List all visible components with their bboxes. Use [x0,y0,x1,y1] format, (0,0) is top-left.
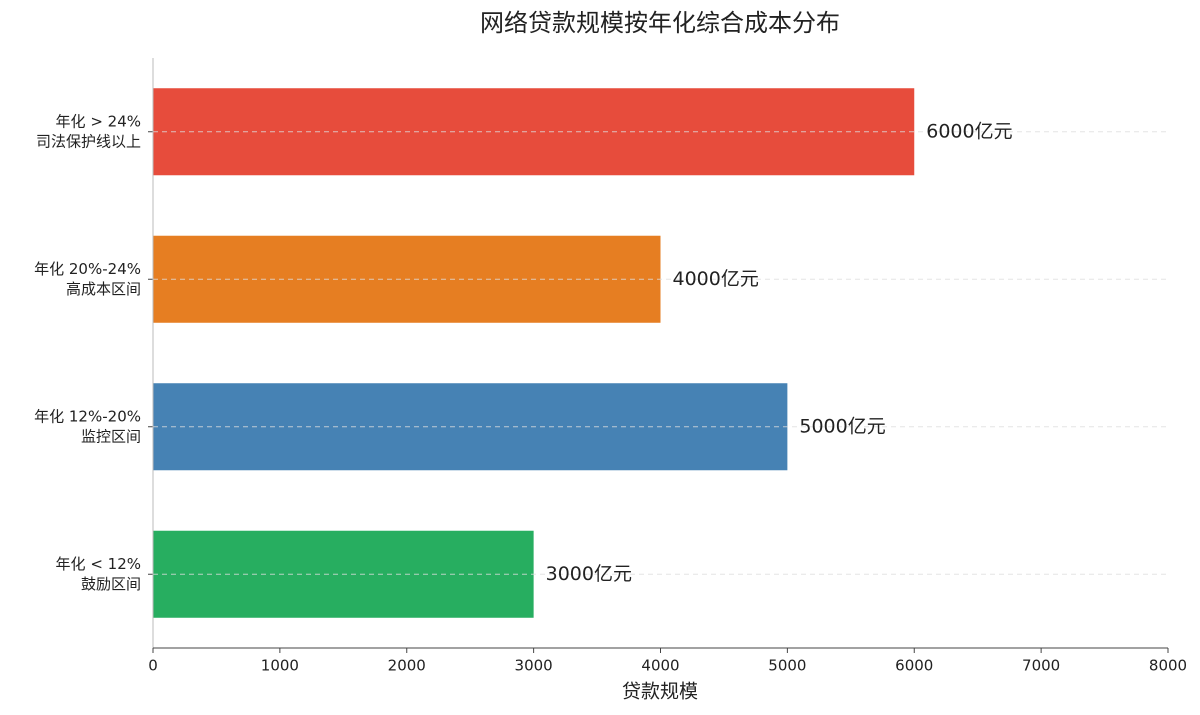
x-tick-label: 3000 [515,657,553,675]
y-tick-label: 年化 20%-24% [34,260,141,278]
value-label: 4000亿元 [673,268,759,290]
x-tick-label: 6000 [895,657,933,675]
y-tick-label: 年化 12%-20% [34,407,141,425]
x-tick-label: 8000 [1149,657,1187,675]
y-tick-label: 年化 < 12% [56,555,141,573]
value-label: 3000亿元 [546,563,632,585]
y-tick-label: 鼓励区间 [81,575,141,593]
x-tick-label: 2000 [388,657,426,675]
x-tick-label: 7000 [1022,657,1060,675]
value-label: 5000亿元 [799,415,885,437]
x-tick-label: 4000 [641,657,679,675]
value-label: 6000亿元 [926,120,1012,142]
x-tick-label: 5000 [768,657,806,675]
y-tick-label: 年化 > 24% [56,112,141,130]
y-tick-label: 监控区间 [81,427,141,445]
x-axis-label: 贷款规模 [622,681,698,703]
y-tick-label: 高成本区间 [66,280,141,298]
x-tick-label: 0 [148,657,158,675]
x-tick-label: 1000 [261,657,299,675]
chart-title: 网络贷款规模按年化综合成本分布 [480,9,840,37]
y-tick-label: 司法保护线以上 [36,132,141,150]
